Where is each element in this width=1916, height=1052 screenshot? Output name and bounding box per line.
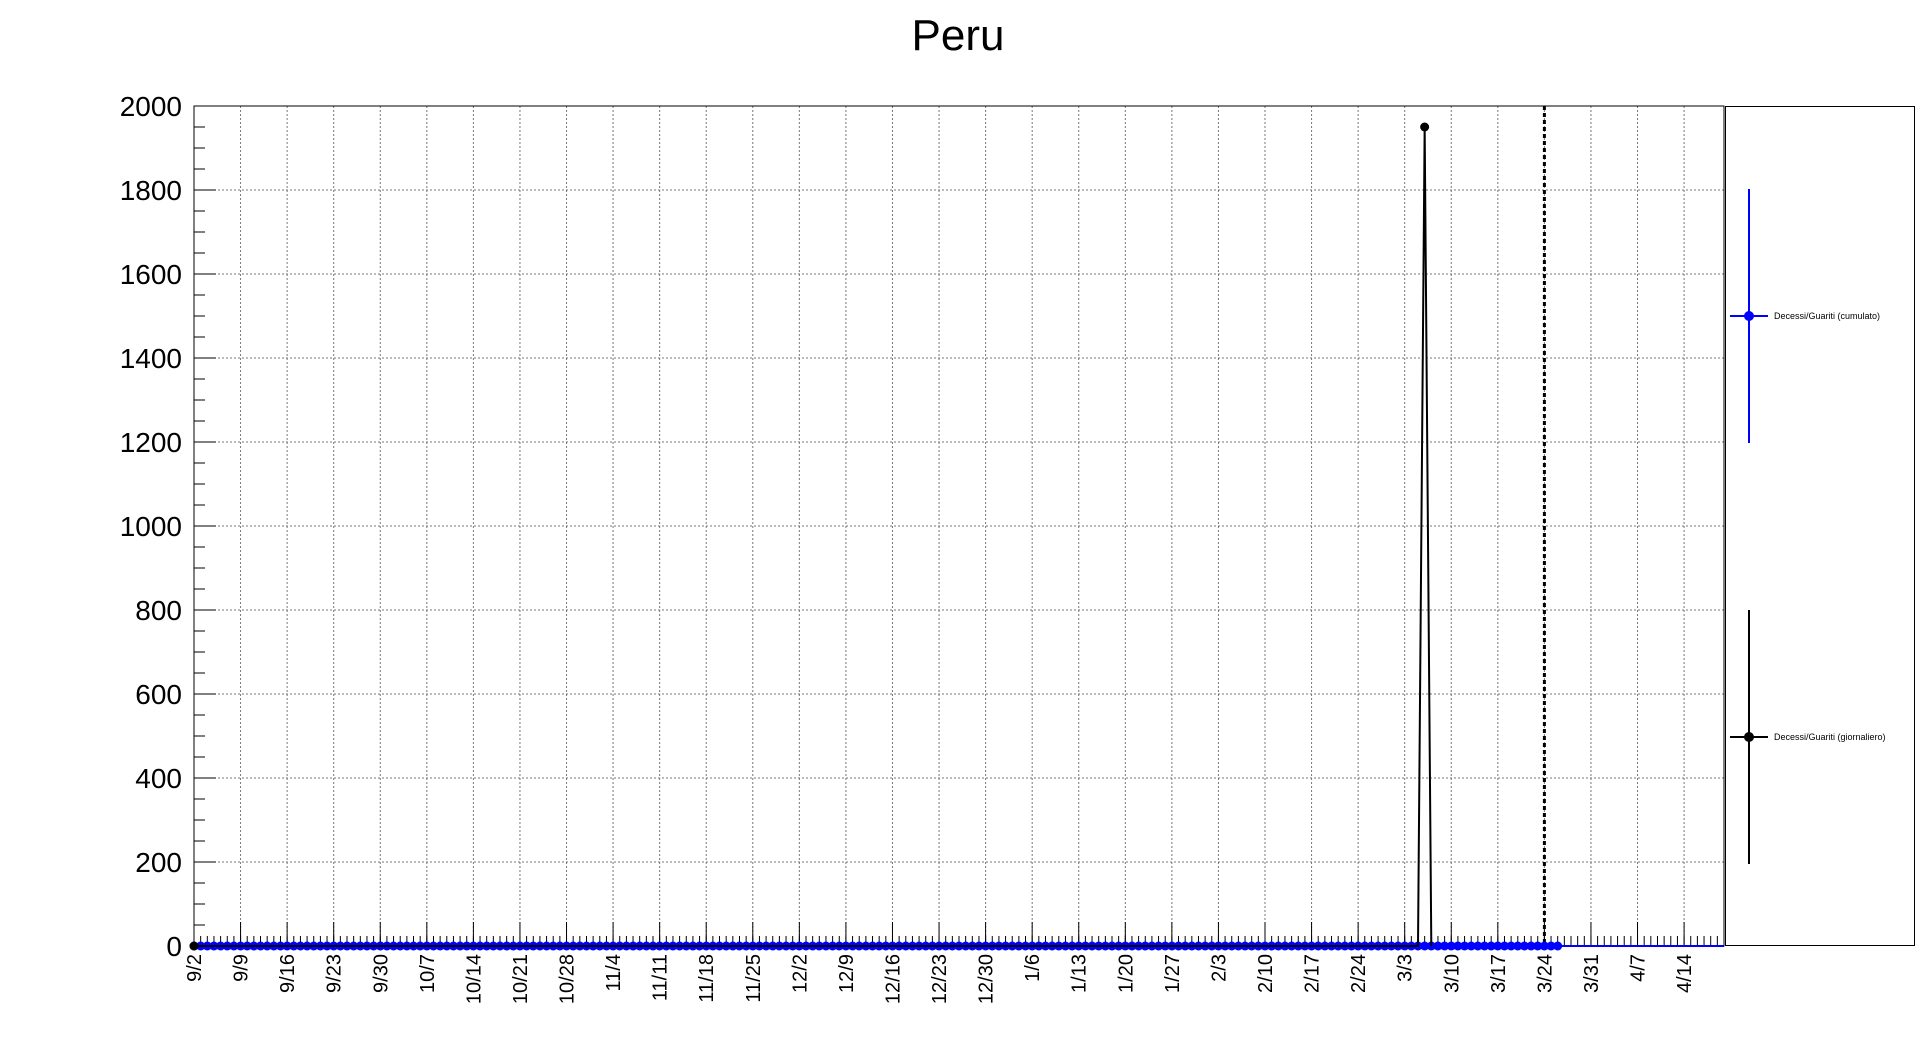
series-cumulato-point bbox=[1526, 941, 1536, 951]
x-tick-label: 12/23 bbox=[929, 954, 951, 1004]
x-tick-label: 11/18 bbox=[696, 954, 718, 1003]
x-tick-label: 2/10 bbox=[1255, 954, 1277, 993]
x-tick-label: 3/31 bbox=[1581, 954, 1603, 993]
y-tick-label: 1600 bbox=[120, 259, 182, 290]
legend-marker bbox=[1744, 732, 1754, 742]
series-cumulato-point bbox=[1486, 941, 1496, 951]
series-cumulato-point bbox=[1453, 941, 1463, 951]
series-cumulato-point bbox=[1446, 941, 1456, 951]
x-tick-label: 12/16 bbox=[882, 954, 904, 1004]
x-tick-label: 9/23 bbox=[324, 954, 346, 993]
x-tick-label: 4/7 bbox=[1628, 954, 1650, 982]
series-cumulato-point bbox=[1440, 941, 1450, 951]
series-cumulato-point bbox=[1420, 941, 1430, 951]
y-tick-label: 2000 bbox=[120, 91, 182, 122]
x-tick-label: 10/14 bbox=[463, 954, 485, 1004]
y-tick-label: 200 bbox=[135, 847, 182, 878]
x-tick-label: 12/30 bbox=[976, 954, 998, 1004]
x-tick-label: 9/9 bbox=[231, 954, 253, 982]
legend-box bbox=[1725, 106, 1915, 946]
series-cumulato-point bbox=[1519, 941, 1529, 951]
x-tick-label: 9/16 bbox=[277, 954, 299, 993]
series-cumulato-point bbox=[1513, 941, 1523, 951]
x-tick-label: 3/3 bbox=[1395, 954, 1417, 982]
series-cumulato-point bbox=[1466, 941, 1476, 951]
y-tick-label: 1800 bbox=[120, 175, 182, 206]
x-tick-label: 1/20 bbox=[1115, 954, 1137, 993]
x-tick-label: 2/3 bbox=[1208, 954, 1230, 982]
series-cumulato-point bbox=[1493, 941, 1503, 951]
series-cumulato-point bbox=[1433, 941, 1443, 951]
series-giornaliero-point bbox=[1420, 122, 1430, 132]
x-tick-label: 1/27 bbox=[1162, 954, 1184, 993]
x-tick-label: 11/11 bbox=[650, 954, 672, 1001]
series bbox=[189, 106, 1724, 951]
series-cumulato-point bbox=[1546, 941, 1556, 951]
x-tick-label: 2/24 bbox=[1348, 954, 1370, 993]
chart-title: Peru bbox=[912, 11, 1005, 60]
series-giornaliero-point bbox=[189, 941, 199, 951]
legend-label: Decessi/Guariti (cumulato) bbox=[1774, 311, 1880, 321]
grid bbox=[194, 105, 1724, 946]
y-tick-label: 1000 bbox=[120, 511, 182, 542]
y-tick-label: 1200 bbox=[120, 427, 182, 458]
series-cumulato-point bbox=[1480, 941, 1490, 951]
y-tick-label: 1400 bbox=[120, 343, 182, 374]
x-tick-label: 10/7 bbox=[417, 954, 439, 993]
x-tick-label: 10/28 bbox=[557, 954, 579, 1004]
series-cumulato-point bbox=[1499, 941, 1509, 951]
x-tick-label: 12/9 bbox=[836, 954, 858, 993]
x-tick-label: 9/2 bbox=[184, 954, 206, 982]
series-cumulato-point bbox=[1553, 941, 1563, 951]
x-tick-label: 9/30 bbox=[370, 954, 392, 993]
series-giornaliero-line bbox=[194, 126, 1433, 947]
x-tick-label: 11/25 bbox=[743, 954, 765, 1003]
legend-label: Decessi/Guariti (giornaliero) bbox=[1774, 732, 1886, 742]
series-cumulato-point bbox=[1460, 941, 1470, 951]
x-tick-label: 2/17 bbox=[1302, 954, 1324, 993]
legend-marker bbox=[1744, 311, 1754, 321]
series-cumulato-point bbox=[1539, 941, 1549, 951]
y-tick-label: 400 bbox=[135, 763, 182, 794]
series-cumulato-point bbox=[1506, 941, 1516, 951]
x-tick-label: 4/14 bbox=[1674, 954, 1696, 993]
y-tick-label: 0 bbox=[166, 931, 182, 962]
x-tick-label: 12/2 bbox=[789, 954, 811, 993]
axes: 0 200 400 600 800 1000 1200 1400 1600 1800 2000 9/2… bbox=[120, 91, 1725, 1004]
y-tick-label: 800 bbox=[135, 595, 182, 626]
x-tick-label: 1/6 bbox=[1022, 954, 1044, 982]
series-cumulato-point bbox=[1473, 941, 1483, 951]
x-tick-label: 3/24 bbox=[1534, 954, 1556, 993]
y-tick-label: 600 bbox=[135, 679, 182, 710]
x-tick-label: 1/13 bbox=[1069, 954, 1091, 993]
series-cumulato-point bbox=[1533, 941, 1543, 951]
x-tick-label: 3/17 bbox=[1488, 954, 1510, 993]
x-tick-label: 10/21 bbox=[510, 954, 532, 1004]
legend: Decessi/Guariti (cumulato) Decessi/Guarit… bbox=[1730, 189, 1886, 864]
x-tick-label: 3/10 bbox=[1441, 954, 1463, 993]
x-tick-label: 11/4 bbox=[603, 954, 625, 991]
